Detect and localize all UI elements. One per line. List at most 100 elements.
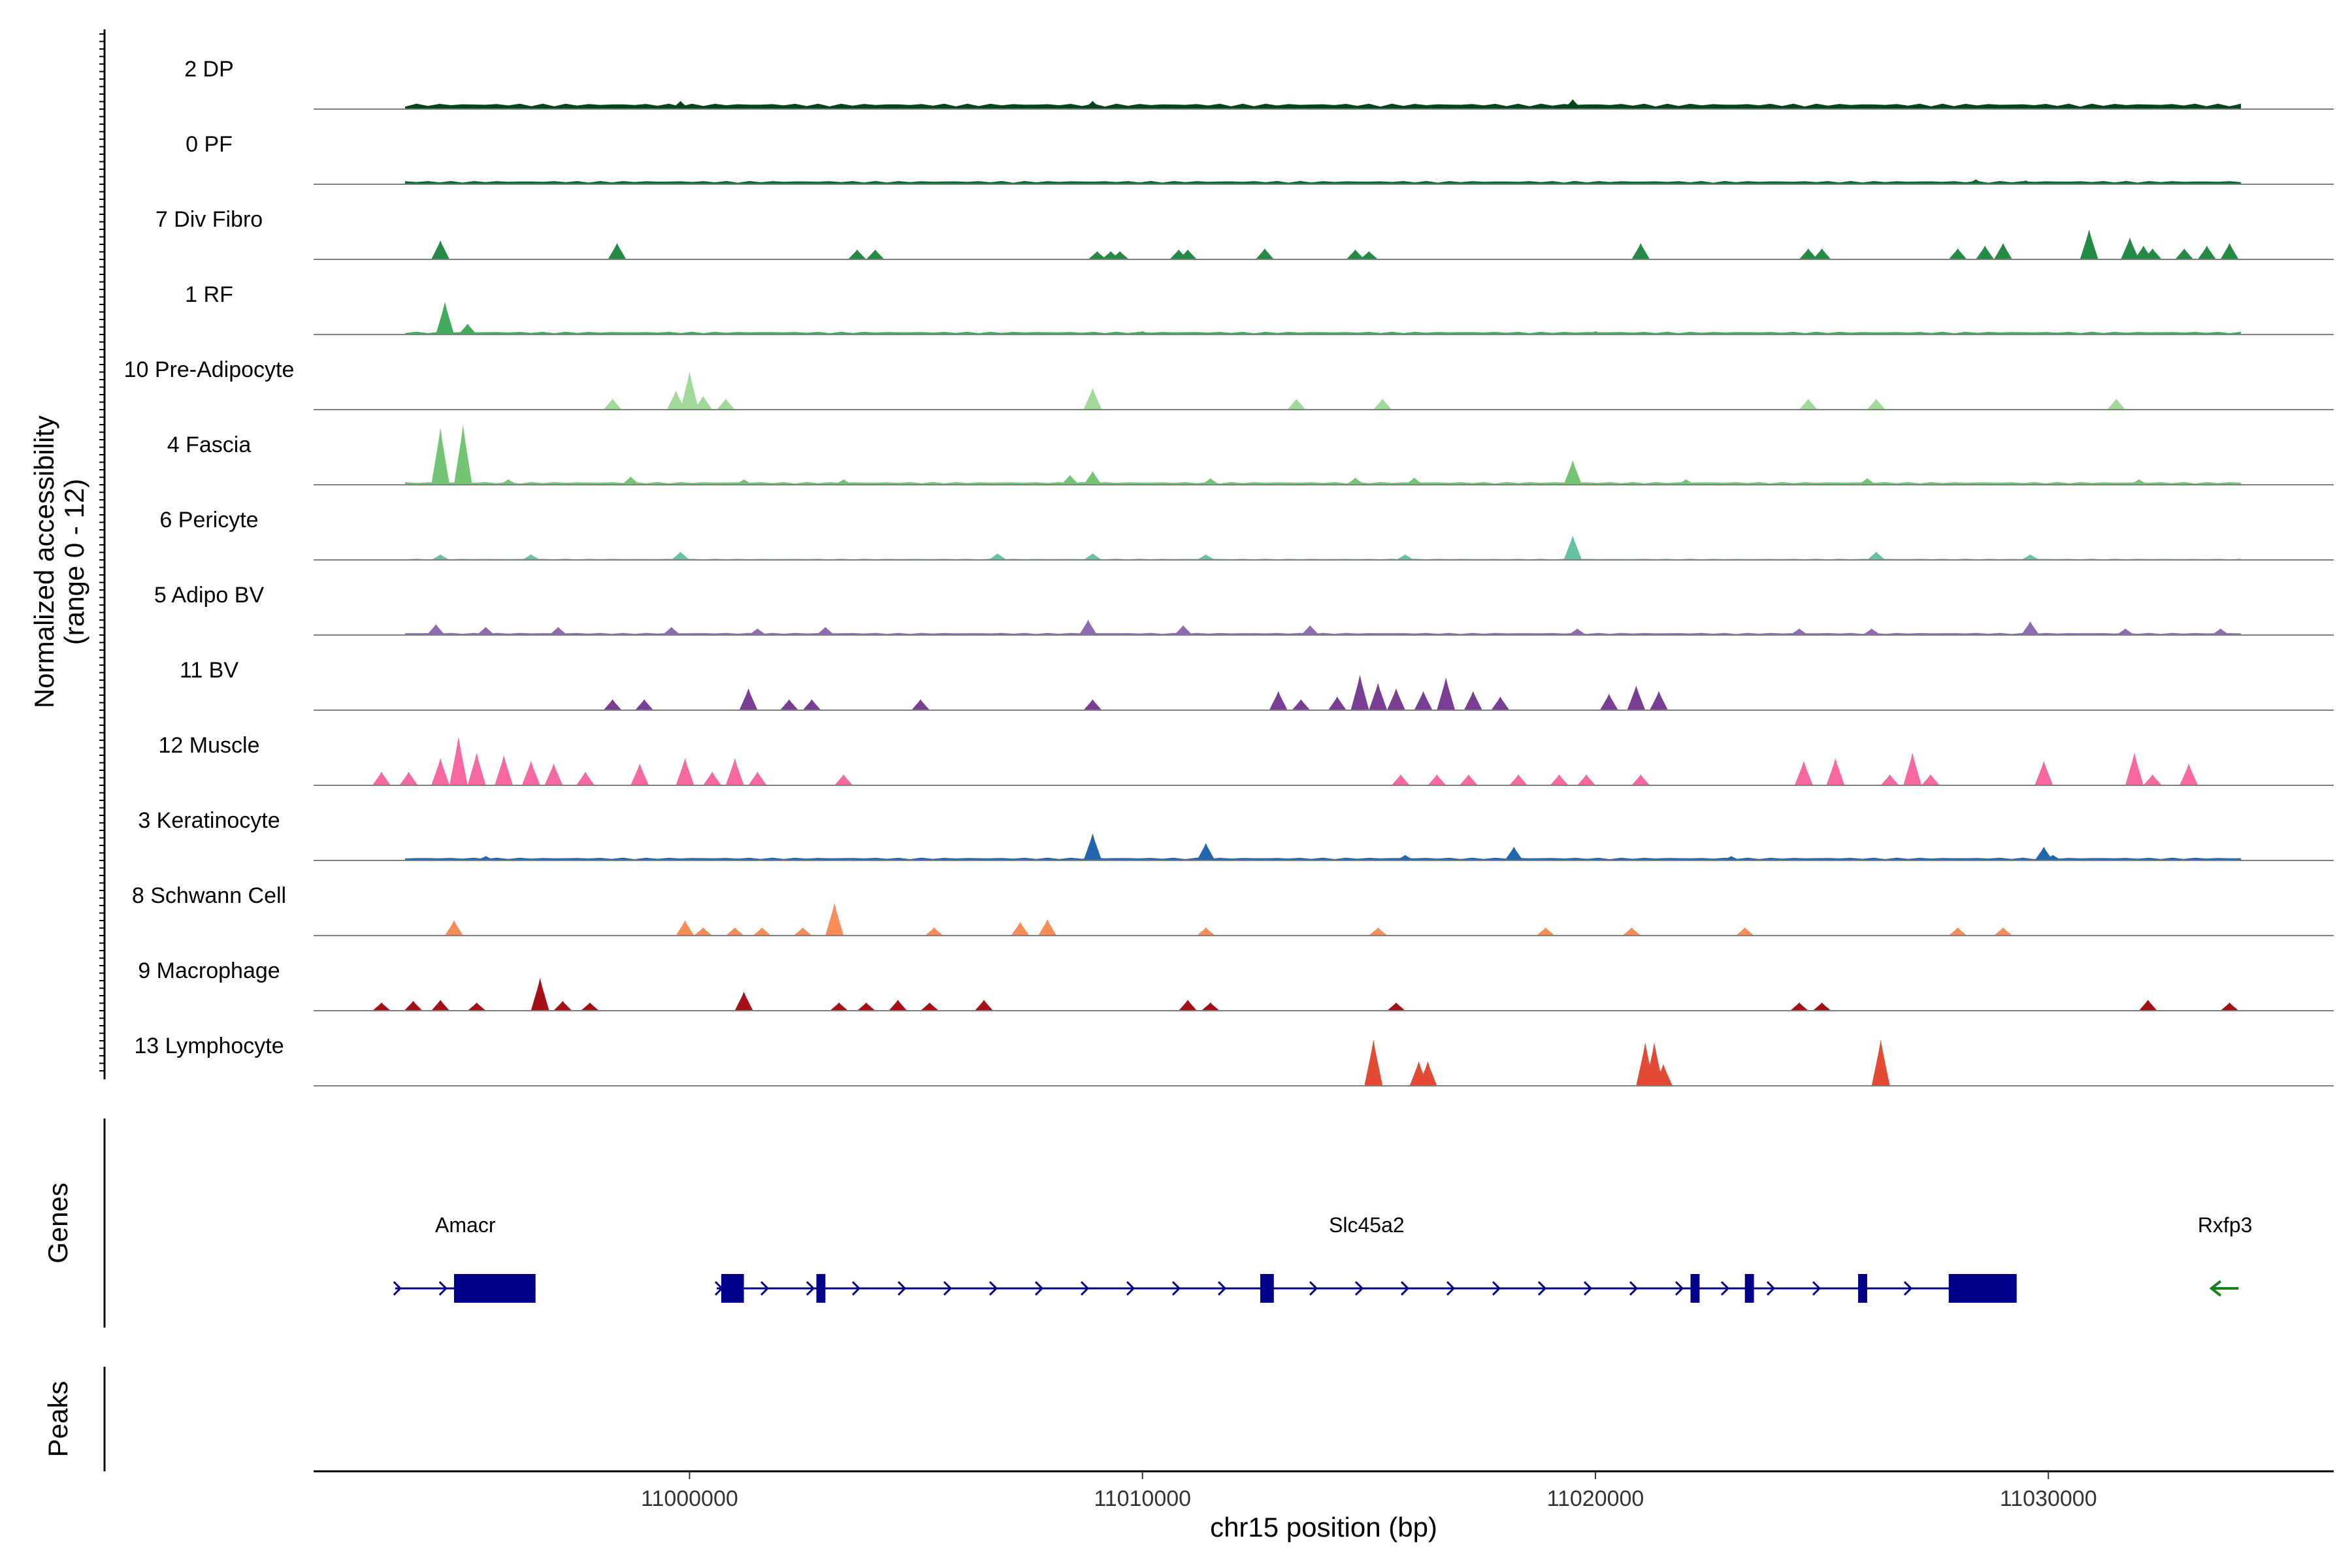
coverage-peak <box>1196 927 1215 936</box>
coverage-peak <box>1577 774 1596 785</box>
coverage-peak <box>2129 479 2148 485</box>
track: 13 Lymphocyte <box>134 1034 2334 1086</box>
coverage-peak <box>2034 760 2053 785</box>
strand-arrow <box>1629 1281 1639 1296</box>
coverage-peak <box>436 302 455 335</box>
coverage-peak <box>444 920 463 936</box>
coverage-peak <box>1631 774 1650 785</box>
track: 6 Pericyte <box>159 508 2334 561</box>
coverage-peak <box>1948 248 1967 259</box>
track: 10 Pre-Adipocyte <box>124 357 2334 410</box>
coverage-peak <box>431 758 450 785</box>
coverage-peak <box>689 105 708 109</box>
strand-arrow <box>1537 1281 1547 1296</box>
coverage-peak <box>1391 774 1410 785</box>
strand-arrow <box>1309 1281 1318 1296</box>
coverage-peak <box>1867 399 1886 410</box>
coverage-peak <box>1789 629 1808 635</box>
coverage-peak <box>2143 774 2162 785</box>
strand-arrow <box>2209 1280 2222 1297</box>
coverage-peak <box>1373 399 1392 410</box>
coverage-peak <box>1812 1002 1831 1011</box>
track-label: 4 Fascia <box>167 433 252 457</box>
coverage-peak <box>635 699 654 710</box>
gene-label: Amacr <box>435 1213 496 1237</box>
exon <box>816 1274 826 1303</box>
coverage-peak <box>499 479 518 485</box>
coverage-peak <box>431 554 450 560</box>
coverage-peak <box>549 627 568 635</box>
strand-arrow <box>1126 1281 1135 1296</box>
coverage-peak <box>2138 1000 2157 1011</box>
strand-arrow <box>1034 1281 1044 1296</box>
coverage-peak <box>1386 688 1405 710</box>
coverage-peak <box>2121 237 2140 259</box>
coverage-peak <box>671 551 690 560</box>
coverage-peak <box>1722 105 1740 109</box>
coverage-peak <box>1292 699 1311 710</box>
track-label: 11 BV <box>180 658 238 683</box>
coverage-peak <box>671 101 690 109</box>
coverage-peak <box>1079 619 1098 635</box>
gene-annotations: Amacr Slc45a2 Rxfp3 <box>393 1213 2252 1303</box>
strand-arrow <box>1446 1281 1456 1296</box>
exon <box>453 1274 536 1303</box>
coverage-peak <box>834 479 853 485</box>
coverage-peak <box>1201 1002 1220 1011</box>
coverage-peak <box>2125 753 2144 785</box>
coverage-peak <box>453 425 472 485</box>
coverage-peak <box>431 1000 450 1011</box>
coverage-peak <box>1627 685 1646 710</box>
coverage-peak <box>580 1002 599 1011</box>
coverage-peak <box>2180 763 2198 785</box>
coverage-peak <box>1722 856 1740 860</box>
coverage-peak <box>1083 101 1102 109</box>
coverage-peak <box>988 553 1007 560</box>
coverage-peak <box>1463 691 1482 710</box>
strand-arrow <box>1171 1281 1181 1296</box>
coverage-peak <box>662 627 681 635</box>
coverage-peak <box>748 772 767 785</box>
coverage-peak <box>1346 478 1365 485</box>
exon <box>1744 1274 1754 1303</box>
strand-arrow <box>1766 1281 1776 1296</box>
x-axis-title: chr15 position (bp) <box>1210 1512 1437 1543</box>
coverage-peak <box>621 476 640 485</box>
track-label: 6 Pericyte <box>159 508 258 532</box>
strand-arrow <box>393 1281 402 1296</box>
coverage-peak <box>1676 479 1695 485</box>
strand-arrow <box>897 1281 907 1296</box>
coverage-peak <box>866 106 885 109</box>
coverage-peak <box>1794 760 1813 785</box>
coverage-peak <box>2044 855 2063 860</box>
track-label: 12 Muscle <box>159 733 260 758</box>
coverage-peak <box>1735 927 1754 936</box>
track: 2 DP <box>184 57 2334 110</box>
track-label: 10 Pre-Adipocyte <box>124 357 295 382</box>
x-tick-label: 11030000 <box>2000 1486 2097 1511</box>
coverage-background <box>405 482 2241 485</box>
track-label: 7 Div Fibro <box>155 207 263 232</box>
coverage-peak <box>2116 629 2135 635</box>
coverage-peak <box>1396 554 1414 560</box>
coverage-peak <box>1563 460 1582 485</box>
x-tick-label: 11020000 <box>1547 1486 1644 1511</box>
exon <box>721 1274 744 1303</box>
coverage-peak <box>1301 625 1320 635</box>
exon <box>1948 1274 2017 1303</box>
coverage-peak <box>1948 927 1967 936</box>
gene-model: Slc45a2 <box>714 1213 2017 1303</box>
track: 5 Adipo BV <box>154 583 2334 636</box>
coverage-peak <box>1631 243 1650 259</box>
coverage-peak <box>680 371 699 410</box>
coverage-peak <box>1903 753 1922 785</box>
coverage-peak <box>734 991 753 1011</box>
coverage-peak <box>1880 774 1899 785</box>
strand-arrow <box>1903 1281 1913 1296</box>
peaks-panel-title: Peaks <box>42 1381 73 1458</box>
strand-arrow <box>1217 1281 1227 1296</box>
coverage-peak <box>666 390 685 410</box>
coverage-peak <box>975 1000 994 1011</box>
exon <box>1858 1274 1867 1303</box>
